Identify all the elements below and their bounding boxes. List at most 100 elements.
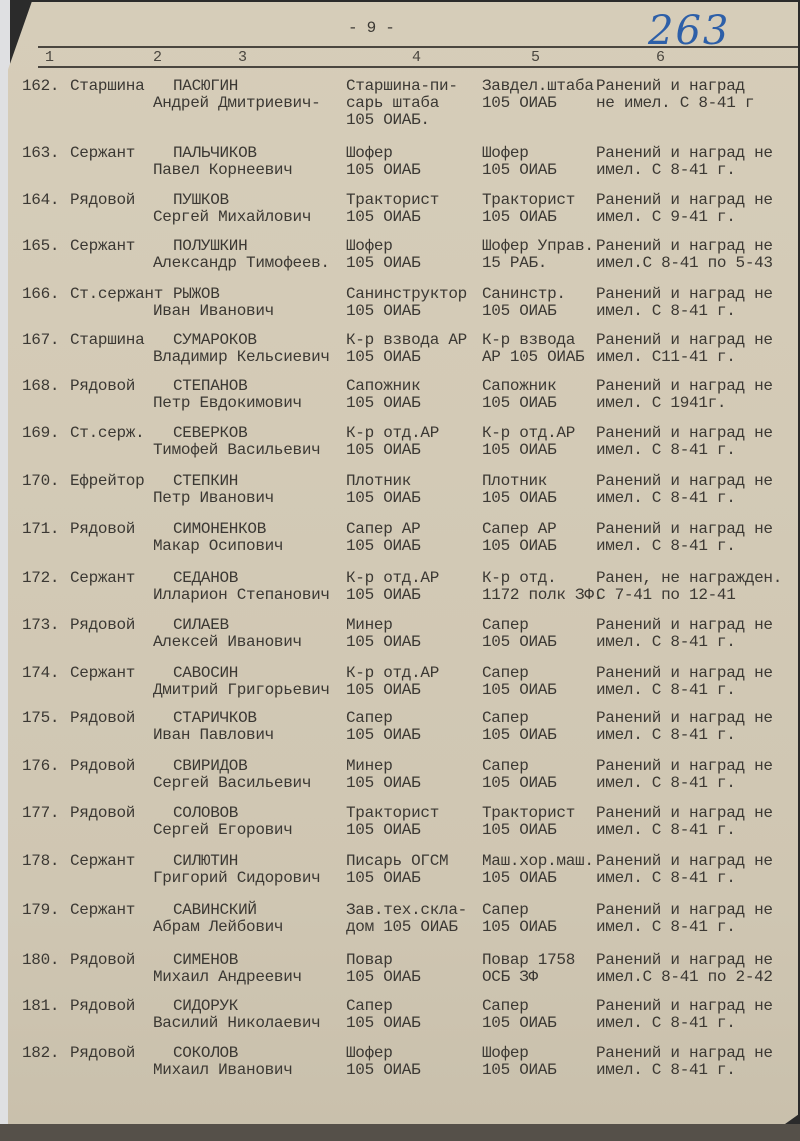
rank: Ст.серж. bbox=[70, 424, 145, 442]
previous-position-line: Плотник bbox=[482, 472, 548, 490]
service-notes-line: Ранений и наград не bbox=[596, 901, 773, 919]
row-number: 163. bbox=[22, 144, 60, 162]
previous-position-line: 105 ОИАБ bbox=[482, 489, 557, 507]
position-line: сарь штаба bbox=[346, 94, 440, 112]
position-line: 105 ОИАБ bbox=[346, 302, 421, 320]
service-notes-line: имел. С 8-41 г. bbox=[596, 489, 736, 507]
surname: СТЕПАНОВ bbox=[173, 377, 248, 395]
service-notes-line: Ранений и наград не bbox=[596, 709, 773, 727]
row-number: 166. bbox=[22, 285, 60, 303]
rank: Рядовой bbox=[70, 757, 136, 775]
position-line: Шофер bbox=[346, 1044, 393, 1062]
rank: Рядовой bbox=[70, 951, 136, 969]
row-number: 175. bbox=[22, 709, 60, 727]
row-number: 179. bbox=[22, 901, 60, 919]
first-and-patronymic: Сергей Васильевич bbox=[153, 774, 312, 792]
position-line: 105 ОИАБ. bbox=[346, 111, 430, 129]
first-and-patronymic: Михаил Андреевич bbox=[153, 968, 302, 986]
service-notes-line: имел. С 1941г. bbox=[596, 394, 727, 412]
position-line: Сапер bbox=[346, 997, 393, 1015]
first-and-patronymic: Илларион Степанович bbox=[153, 586, 330, 604]
service-notes-line: Ранен, не награжден. bbox=[596, 569, 783, 587]
column-number-1: 1 bbox=[45, 49, 54, 66]
previous-position-line: 105 ОИАБ bbox=[482, 537, 557, 555]
position-line: Сапожник bbox=[346, 377, 421, 395]
previous-position-line: Сапер bbox=[482, 616, 529, 634]
previous-position-line: 105 ОИАБ bbox=[482, 161, 557, 179]
service-notes-line: Ранений и наград не bbox=[596, 237, 773, 255]
rank: Рядовой bbox=[70, 1044, 136, 1062]
first-and-patronymic: Сергей Егорович bbox=[153, 821, 293, 839]
service-notes-line: С 7-41 по 12-41 bbox=[596, 586, 736, 604]
position-line: 105 ОИАБ bbox=[346, 968, 421, 986]
first-and-patronymic: Алексей Иванович bbox=[153, 633, 302, 651]
first-and-patronymic: Владимир Кельсиевич bbox=[153, 348, 330, 366]
header-rule-bottom bbox=[38, 66, 798, 68]
previous-position-line: 105 ОИАБ bbox=[482, 394, 557, 412]
position-line: 105 ОИАБ bbox=[346, 394, 421, 412]
previous-position-line: Повар 1758 bbox=[482, 951, 576, 969]
first-and-patronymic: Петр Иванович bbox=[153, 489, 274, 507]
service-notes-line: Ранений и наград не bbox=[596, 377, 773, 395]
previous-position-line: 15 РАБ. bbox=[482, 254, 548, 272]
surname: САВОСИН bbox=[173, 664, 239, 682]
column-number-4: 4 bbox=[412, 49, 421, 66]
service-notes-line: Ранений и наград не bbox=[596, 616, 773, 634]
previous-position-line: Тракторист bbox=[482, 191, 576, 209]
service-notes-line: имел. С 8-41 г. bbox=[596, 821, 736, 839]
service-notes-line: Ранений и наград не bbox=[596, 997, 773, 1015]
row-number: 162. bbox=[22, 77, 60, 95]
row-number: 164. bbox=[22, 191, 60, 209]
previous-position-line: 105 ОИАБ bbox=[482, 208, 557, 226]
position-line: 105 ОИАБ bbox=[346, 821, 421, 839]
column-number-6: 6 bbox=[656, 49, 665, 66]
rank: Сержант bbox=[70, 852, 136, 870]
column-number-5: 5 bbox=[531, 49, 540, 66]
previous-position-line: 105 ОИАБ bbox=[482, 918, 557, 936]
position-line: 105 ОИАБ bbox=[346, 586, 421, 604]
row-number: 180. bbox=[22, 951, 60, 969]
first-and-patronymic: Иван Иванович bbox=[153, 302, 274, 320]
service-notes-line: имел. С 8-41 г. bbox=[596, 726, 736, 744]
surname: ПОЛУШКИН bbox=[173, 237, 248, 255]
first-and-patronymic: Абрам Лейбович bbox=[153, 918, 284, 936]
position-line: К-р отд.АР bbox=[346, 424, 440, 442]
position-line: 105 ОИАБ bbox=[346, 489, 421, 507]
service-notes-line: имел. С 8-41 г. bbox=[596, 302, 736, 320]
first-and-patronymic: Иван Павлович bbox=[153, 726, 274, 744]
rank: Сержант bbox=[70, 901, 136, 919]
previous-position-line: 105 ОИАБ bbox=[482, 726, 557, 744]
service-notes-line: имел. С 8-41 г. bbox=[596, 441, 736, 459]
position-line: 105 ОИАБ bbox=[346, 681, 421, 699]
position-line: Шофер bbox=[346, 237, 393, 255]
rank: Старшина bbox=[70, 331, 145, 349]
page-number: - 9 - bbox=[348, 19, 395, 37]
first-and-patronymic: Петр Евдокимович bbox=[153, 394, 302, 412]
surname: СУМАРОКОВ bbox=[173, 331, 257, 349]
previous-position-line: 105 ОИАБ bbox=[482, 821, 557, 839]
rank: Сержант bbox=[70, 237, 136, 255]
service-notes-line: имел. С 8-41 г. bbox=[596, 537, 736, 555]
position-line: 105 ОИАБ bbox=[346, 348, 421, 366]
rank: Рядовой bbox=[70, 377, 136, 395]
service-notes-line: Ранений и наград не bbox=[596, 331, 773, 349]
row-number: 178. bbox=[22, 852, 60, 870]
previous-position-line: Шофер bbox=[482, 144, 529, 162]
row-number: 181. bbox=[22, 997, 60, 1015]
previous-position-line: 105 ОИАБ bbox=[482, 94, 557, 112]
previous-position-line: Сапер bbox=[482, 664, 529, 682]
previous-position-line: 1172 полк ЗФ. bbox=[482, 586, 603, 604]
previous-position-line: Завдел.штаба bbox=[482, 77, 594, 95]
position-line: Сапер bbox=[346, 709, 393, 727]
position-line: Тракторист bbox=[346, 804, 440, 822]
row-number: 169. bbox=[22, 424, 60, 442]
row-number: 172. bbox=[22, 569, 60, 587]
service-notes-line: имел. С 8-41 г. bbox=[596, 161, 736, 179]
surname: СОКОЛОВ bbox=[173, 1044, 239, 1062]
first-and-patronymic: Михаил Иванович bbox=[153, 1061, 293, 1079]
surname: СОЛОВОВ bbox=[173, 804, 239, 822]
position-line: К-р отд.АР bbox=[346, 569, 440, 587]
position-line: 105 ОИАБ bbox=[346, 869, 421, 887]
previous-position-line: 105 ОИАБ bbox=[482, 441, 557, 459]
service-notes-line: имел. С 8-41 г. bbox=[596, 918, 736, 936]
